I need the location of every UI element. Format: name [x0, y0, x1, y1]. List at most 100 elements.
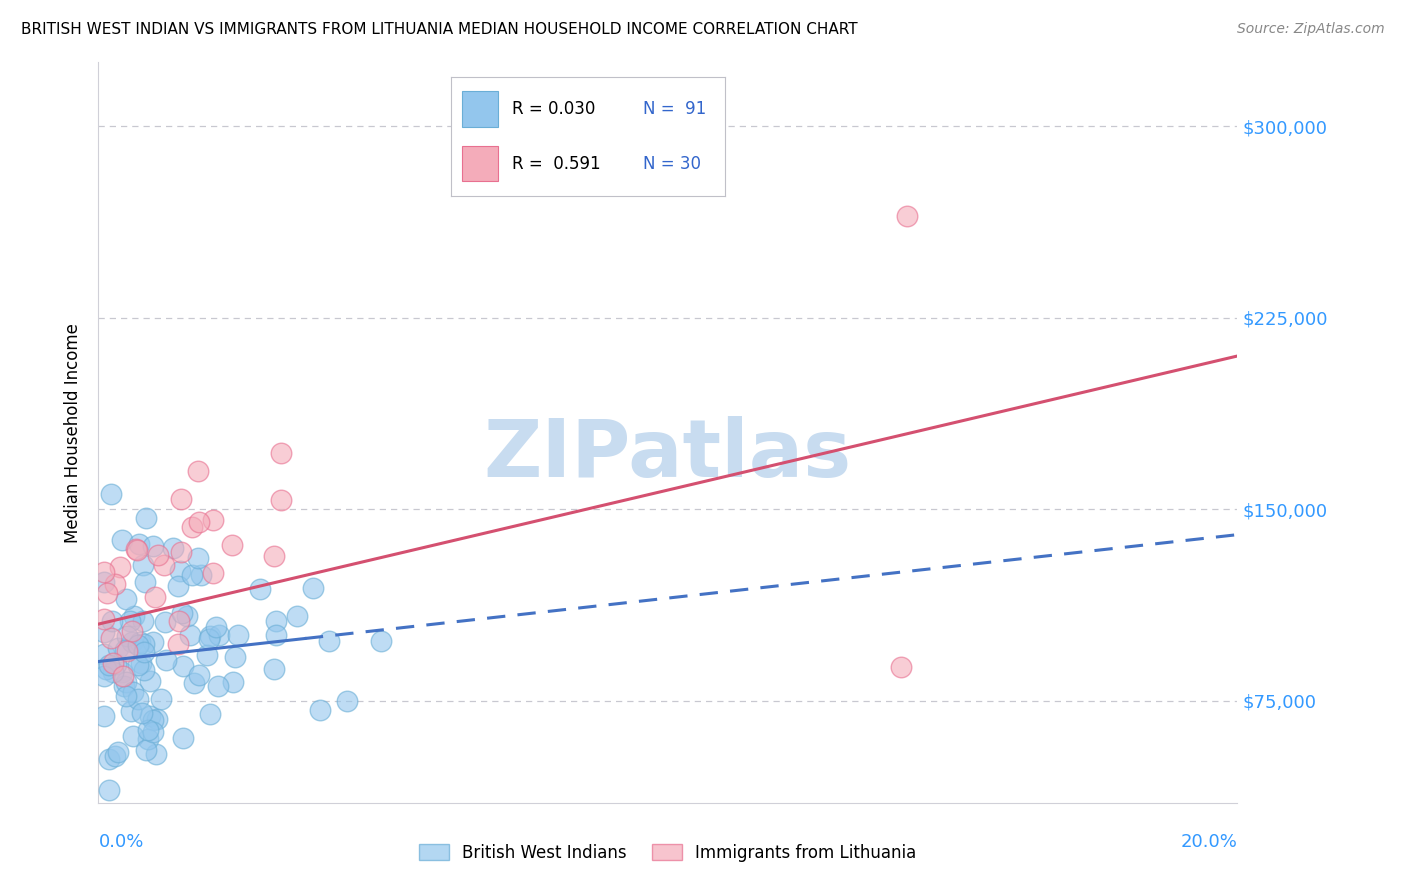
Point: [150, 692, 173, 706]
Point: [132, 558, 155, 572]
Point: [120, 704, 142, 718]
Point: [101, 614, 124, 628]
Point: [121, 685, 143, 699]
Point: [132, 614, 155, 628]
Point: [142, 713, 165, 727]
Point: [190, 567, 212, 582]
Point: [224, 649, 246, 664]
Point: [93, 669, 115, 683]
Point: [115, 644, 138, 658]
Point: [170, 544, 193, 558]
Point: [93, 575, 115, 590]
Point: [117, 629, 139, 643]
Point: [93, 708, 115, 723]
Point: [115, 675, 138, 690]
Point: [183, 676, 205, 690]
Point: [93, 624, 115, 639]
Text: BRITISH WEST INDIAN VS IMMIGRANTS FROM LITHUANIA MEDIAN HOUSEHOLD INCOME CORRELA: BRITISH WEST INDIAN VS IMMIGRANTS FROM L…: [21, 22, 858, 37]
Point: [127, 691, 149, 706]
Point: [104, 749, 127, 764]
Point: [132, 663, 155, 677]
Point: [122, 609, 145, 624]
Point: [111, 669, 134, 683]
Point: [208, 628, 231, 642]
Point: [93, 612, 115, 626]
Point: [152, 558, 174, 572]
Point: [105, 657, 128, 671]
Point: [131, 706, 153, 720]
Point: [198, 706, 221, 721]
Point: [318, 633, 340, 648]
Point: [370, 634, 392, 648]
Point: [112, 680, 135, 694]
Point: [146, 712, 169, 726]
Point: [145, 747, 167, 761]
Text: ZIPatlas: ZIPatlas: [484, 416, 852, 494]
Point: [94, 662, 117, 676]
Point: [148, 548, 170, 562]
Point: [100, 487, 122, 501]
Point: [270, 493, 292, 508]
Point: [200, 629, 222, 643]
Point: [167, 614, 190, 628]
Point: [108, 560, 131, 574]
Point: [169, 564, 191, 578]
Point: [134, 637, 156, 651]
Point: [98, 658, 121, 673]
Point: [142, 539, 165, 553]
Point: [221, 538, 243, 552]
Point: [187, 465, 209, 479]
Point: [104, 577, 127, 591]
Point: [207, 679, 229, 693]
Point: [176, 609, 198, 624]
Point: [136, 723, 159, 737]
Point: [896, 209, 918, 223]
Point: [226, 628, 249, 642]
Point: [98, 752, 121, 766]
Point: [114, 592, 136, 607]
Point: [122, 729, 145, 743]
Point: [128, 635, 150, 649]
Point: [114, 689, 136, 703]
Point: [167, 637, 190, 651]
Point: [93, 565, 115, 579]
Point: [135, 743, 157, 757]
Point: [202, 513, 225, 527]
Point: [205, 619, 228, 633]
Point: [285, 609, 308, 624]
Point: [155, 653, 177, 667]
Text: 20.0%: 20.0%: [1181, 833, 1237, 852]
Point: [264, 628, 287, 642]
Point: [335, 694, 357, 708]
Point: [180, 519, 202, 533]
Point: [181, 568, 204, 582]
Point: [266, 614, 288, 628]
Point: [890, 660, 912, 674]
Point: [100, 631, 122, 645]
Point: [118, 614, 141, 628]
Point: [170, 491, 193, 506]
Y-axis label: Median Household Income: Median Household Income: [65, 323, 83, 542]
Point: [134, 645, 156, 659]
Point: [107, 640, 129, 655]
Point: [270, 445, 292, 459]
Point: [93, 647, 115, 661]
Point: [127, 638, 149, 652]
Point: [195, 648, 218, 662]
Point: [125, 543, 148, 558]
Point: [201, 566, 224, 580]
Point: [187, 667, 209, 681]
Point: [142, 724, 165, 739]
Point: [125, 542, 148, 557]
Point: [101, 656, 124, 670]
Text: 0.0%: 0.0%: [98, 833, 143, 852]
Point: [309, 703, 332, 717]
Point: [101, 665, 124, 679]
Point: [138, 674, 160, 689]
Point: [96, 586, 118, 600]
Point: [111, 533, 134, 547]
Point: [263, 549, 285, 563]
Point: [110, 665, 132, 679]
Point: [127, 658, 149, 673]
Point: [172, 731, 194, 745]
